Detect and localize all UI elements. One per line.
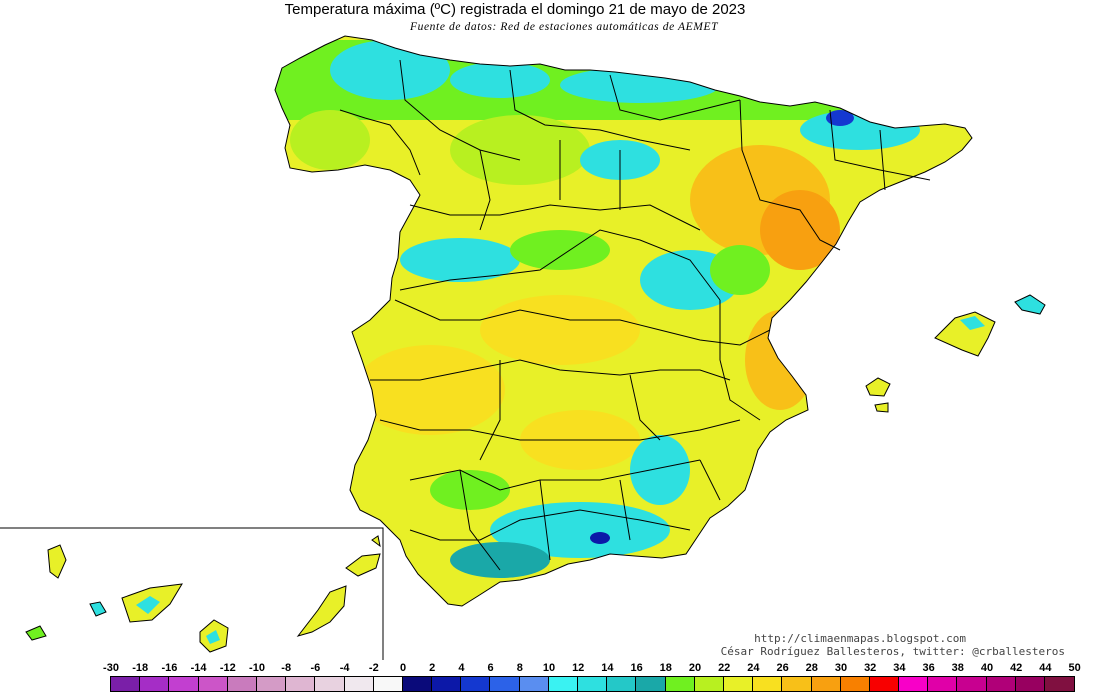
legend-label: 28 xyxy=(805,662,818,674)
legend-swatch xyxy=(227,677,257,691)
legend-swatch xyxy=(373,677,403,691)
legend-swatch xyxy=(607,677,637,691)
map-subtitle: Fuente de datos: Red de estaciones autom… xyxy=(410,21,719,33)
legend-swatch xyxy=(344,677,374,691)
temperature-map xyxy=(0,35,1046,660)
canary-inset xyxy=(0,527,384,660)
legend-swatch xyxy=(1045,677,1075,691)
legend-label: 34 xyxy=(893,662,906,674)
legend-swatch xyxy=(840,677,870,691)
legend-swatch xyxy=(753,677,783,691)
legend-swatch xyxy=(432,677,462,691)
legend-swatch xyxy=(811,677,841,691)
legend-label: 26 xyxy=(776,662,789,674)
legend-label: -6 xyxy=(310,662,321,674)
legend-swatch xyxy=(461,677,491,691)
legend-swatch xyxy=(140,677,170,691)
legend-swatch xyxy=(548,677,578,691)
legend-label: -16 xyxy=(161,662,178,674)
legend-swatch xyxy=(1015,677,1045,691)
blog-credit: http://climaenmapas.blogspot.com xyxy=(754,632,966,645)
legend-label: -10 xyxy=(249,662,265,674)
legend-swatch xyxy=(256,677,287,691)
balearic-islands xyxy=(865,294,1046,413)
legend-label: -4 xyxy=(339,662,350,674)
legend-label: 12 xyxy=(572,662,585,674)
legend-swatch xyxy=(169,677,199,691)
legend-label: -12 xyxy=(219,662,236,674)
legend-label: 24 xyxy=(747,662,760,674)
legend-label: 30 xyxy=(834,662,848,674)
legend-label: 2 xyxy=(429,662,436,674)
legend-label: 40 xyxy=(980,662,994,674)
legend-label: 18 xyxy=(659,662,672,674)
legend-label: 22 xyxy=(718,662,731,674)
legend-swatch xyxy=(578,677,608,691)
legend-label: -2 xyxy=(368,662,379,674)
legend-label: -8 xyxy=(281,662,292,674)
legend-swatch xyxy=(723,677,754,691)
legend-label: 20 xyxy=(688,662,702,674)
legend-label: 8 xyxy=(516,662,523,674)
legend-label: 16 xyxy=(630,662,643,674)
legend-swatch xyxy=(869,677,900,691)
legend-label: 32 xyxy=(864,662,877,674)
legend-swatch xyxy=(782,677,812,691)
legend-label: 42 xyxy=(1010,662,1023,674)
legend-label: 50 xyxy=(1068,662,1081,674)
legend-swatch xyxy=(928,677,958,691)
legend-label: -14 xyxy=(190,662,207,674)
legend-swatch xyxy=(957,677,987,691)
legend-label: 6 xyxy=(487,662,494,674)
legend-label: 4 xyxy=(458,662,465,674)
legend-swatch xyxy=(490,677,520,691)
legend-label: 44 xyxy=(1039,662,1052,674)
legend-label: 0 xyxy=(399,662,407,674)
legend-swatch xyxy=(198,677,228,691)
legend-labels: -30 -18 -16 -14 -12 -10 -8 -6 -4 -2 0 2 4 6 8 10 12 14 16 1… xyxy=(0,662,1098,676)
legend-swatch xyxy=(986,677,1016,691)
legend-label: 14 xyxy=(601,662,614,674)
legend-swatch xyxy=(899,677,929,691)
legend-swatch xyxy=(111,677,141,691)
legend-swatch xyxy=(665,677,695,691)
map-title: Temperatura máxima (ºC) registrada el do… xyxy=(284,1,746,18)
peninsula-region xyxy=(275,36,972,606)
legend-label: 36 xyxy=(922,662,935,674)
legend-swatch xyxy=(402,677,433,691)
province-borders xyxy=(274,35,973,607)
legend-label: 10 xyxy=(542,662,556,674)
legend-label: -30 xyxy=(103,662,119,674)
legend-swatch xyxy=(694,677,724,691)
legend-swatch xyxy=(636,677,666,691)
author-credit: César Rodríguez Ballesteros, twitter: @c… xyxy=(720,645,1065,658)
legend-swatch xyxy=(315,677,345,691)
legend-swatch xyxy=(286,677,316,691)
legend-label: -18 xyxy=(132,662,149,674)
legend-label: 38 xyxy=(951,662,964,674)
legend-color-bar xyxy=(110,676,1076,692)
legend-swatch xyxy=(519,677,549,691)
